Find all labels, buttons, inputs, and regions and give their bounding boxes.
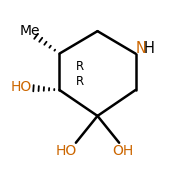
Text: H: H [144, 41, 154, 56]
Text: R: R [76, 60, 84, 73]
Text: OH: OH [113, 144, 134, 158]
Text: Me: Me [20, 25, 40, 38]
Text: R: R [76, 75, 84, 88]
Text: HO: HO [56, 144, 77, 158]
Text: HO: HO [11, 80, 32, 94]
Text: N: N [136, 41, 146, 56]
